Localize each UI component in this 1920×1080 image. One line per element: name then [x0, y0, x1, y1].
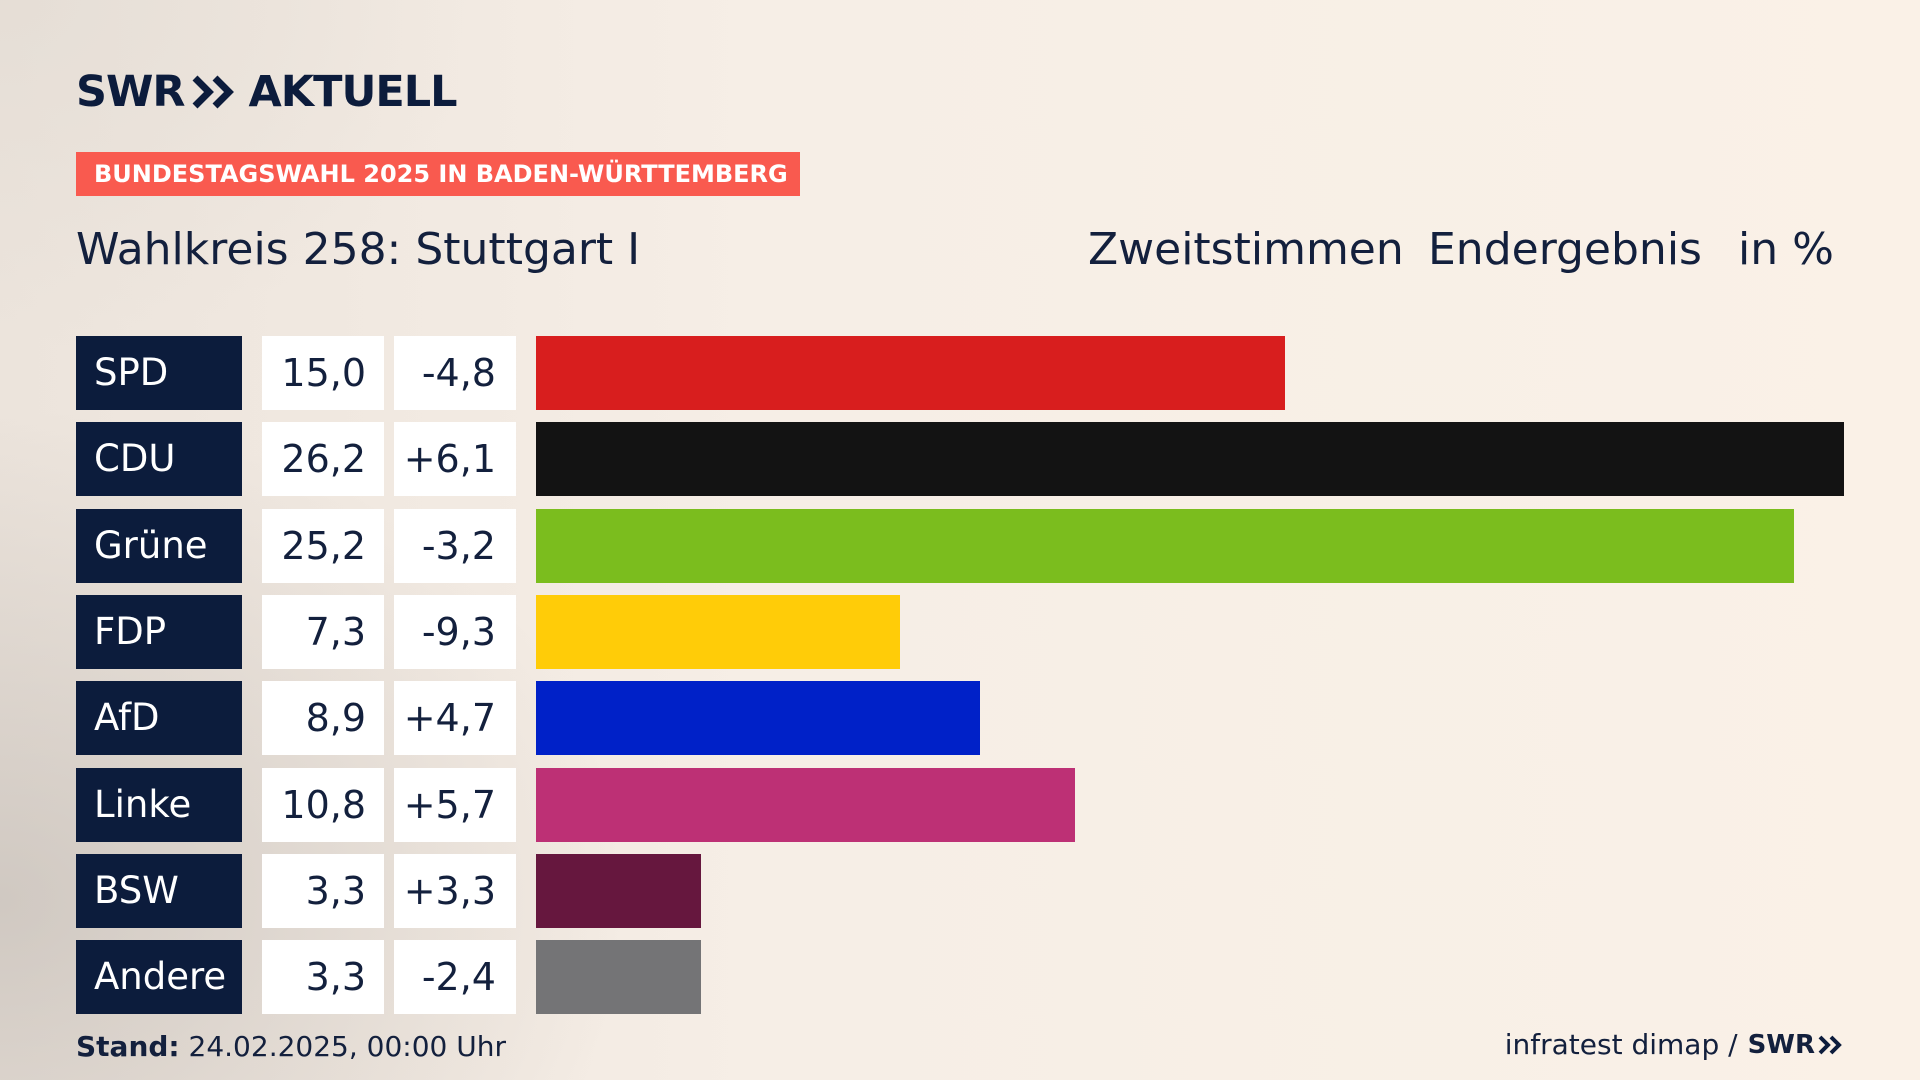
party-label: AfD — [76, 681, 242, 755]
result-row: Grüne 25,2 -3,2 — [0, 509, 1920, 583]
vote-change-value: +6,1 — [394, 422, 516, 496]
vote-share-value: 3,3 — [262, 940, 384, 1014]
constituency-title: Wahlkreis 258: Stuttgart I — [76, 224, 641, 275]
stand-value: 24.02.2025, 00:00 Uhr — [188, 1030, 506, 1063]
vote-share-value: 15,0 — [262, 336, 384, 410]
party-label: Andere — [76, 940, 242, 1014]
result-row: AfD 8,9 +4,7 — [0, 681, 1920, 755]
party-label: SPD — [76, 336, 242, 410]
vote-share-bar — [536, 768, 1075, 842]
source-credit: infratest dimap / SWR — [1505, 1028, 1844, 1062]
vote-share-bar — [536, 854, 701, 928]
header-unit: in % — [1738, 224, 1834, 275]
result-row: Andere 3,3 -2,4 — [0, 940, 1920, 1014]
vote-change-value: -4,8 — [394, 336, 516, 410]
swr-aktuell-logo: SWR AKTUELL — [76, 67, 458, 117]
vote-share-bar — [536, 422, 1844, 496]
double-chevron-small-icon — [1818, 1035, 1842, 1055]
double-chevron-icon — [192, 75, 234, 109]
header-vote-type: Zweitstimmen — [1088, 224, 1404, 275]
vote-share-value: 25,2 — [262, 509, 384, 583]
party-label: BSW — [76, 854, 242, 928]
party-label: Grüne — [76, 509, 242, 583]
election-banner: BUNDESTAGSWAHL 2025 IN BADEN-WÜRTTEMBERG — [76, 152, 800, 196]
stand-label: Stand: — [76, 1030, 180, 1063]
result-row: CDU 26,2 +6,1 — [0, 422, 1920, 496]
vote-share-bar — [536, 336, 1285, 410]
timestamp: Stand: 24.02.2025, 00:00 Uhr — [76, 1030, 506, 1064]
party-label: CDU — [76, 422, 242, 496]
swr-small-text: SWR — [1747, 1030, 1815, 1060]
vote-share-value: 10,8 — [262, 768, 384, 842]
vote-change-value: +3,3 — [394, 854, 516, 928]
vote-change-value: -2,4 — [394, 940, 516, 1014]
vote-change-value: +4,7 — [394, 681, 516, 755]
logo-swr-text: SWR — [76, 67, 186, 117]
vote-share-value: 3,3 — [262, 854, 384, 928]
swr-small-logo: SWR — [1748, 1028, 1844, 1062]
source-text: infratest dimap / — [1504, 1028, 1738, 1061]
vote-share-bar — [536, 681, 980, 755]
vote-share-bar — [536, 940, 701, 1014]
result-row: FDP 7,3 -9,3 — [0, 595, 1920, 669]
result-row: BSW 3,3 +3,3 — [0, 854, 1920, 928]
vote-share-bar — [536, 595, 900, 669]
result-row: SPD 15,0 -4,8 — [0, 336, 1920, 410]
vote-share-value: 8,9 — [262, 681, 384, 755]
vote-share-value: 7,3 — [262, 595, 384, 669]
party-label: FDP — [76, 595, 242, 669]
vote-change-value: +5,7 — [394, 768, 516, 842]
logo-aktuell-text: AKTUELL — [248, 67, 458, 117]
vote-share-bar — [536, 509, 1794, 583]
header-status: Endergebnis — [1428, 224, 1702, 275]
party-label: Linke — [76, 768, 242, 842]
vote-change-value: -9,3 — [394, 595, 516, 669]
vote-share-value: 26,2 — [262, 422, 384, 496]
vote-change-value: -3,2 — [394, 509, 516, 583]
result-row: Linke 10,8 +5,7 — [0, 768, 1920, 842]
